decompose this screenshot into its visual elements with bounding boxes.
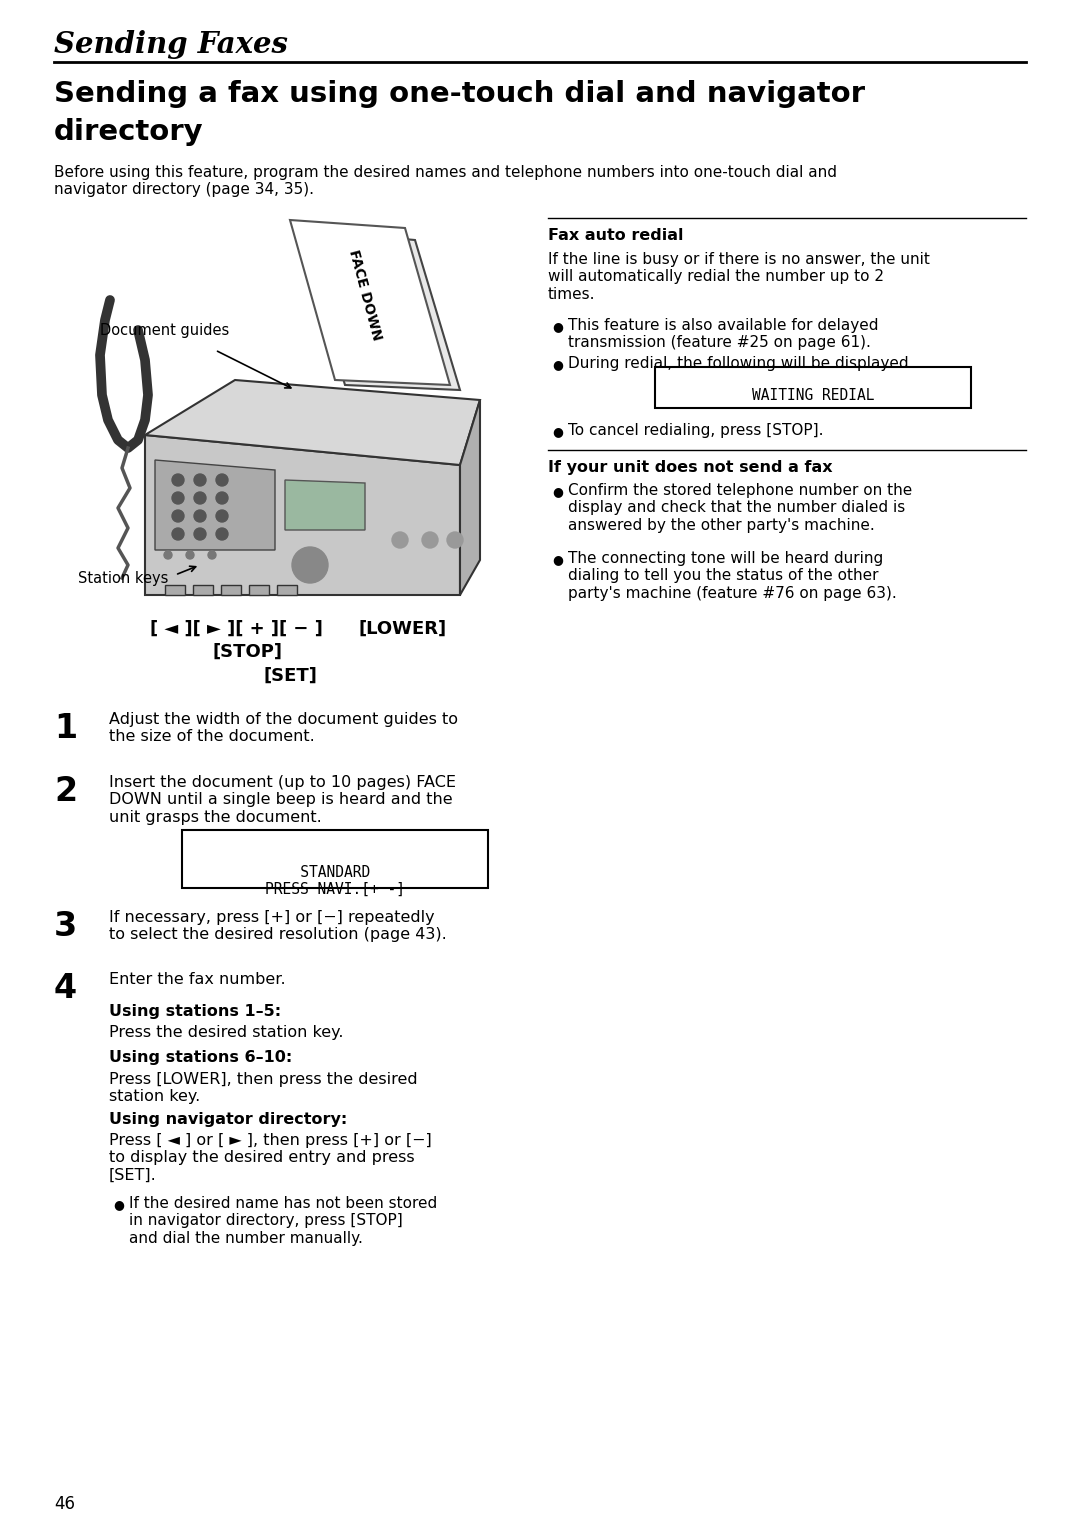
Text: STANDARD: STANDARD	[273, 865, 396, 881]
Text: Using navigator directory:: Using navigator directory:	[109, 1112, 348, 1128]
Text: 3: 3	[54, 909, 78, 943]
Text: Adjust the width of the document guides to
the size of the document.: Adjust the width of the document guides …	[109, 713, 458, 745]
Circle shape	[422, 533, 438, 548]
Polygon shape	[291, 220, 450, 385]
Text: 4: 4	[54, 972, 77, 1006]
Circle shape	[186, 551, 194, 559]
Text: Sending Faxes: Sending Faxes	[54, 31, 288, 60]
Text: Station keys: Station keys	[78, 571, 168, 586]
Text: Press [LOWER], then press the desired
station key.: Press [LOWER], then press the desired st…	[109, 1071, 418, 1105]
Text: 46: 46	[54, 1495, 75, 1512]
Circle shape	[172, 510, 184, 522]
Text: [SET]: [SET]	[264, 667, 316, 685]
Text: During redial, the following will be displayed.: During redial, the following will be dis…	[568, 356, 914, 371]
Text: ●: ●	[552, 552, 563, 566]
Polygon shape	[300, 230, 460, 391]
Text: If your unit does not send a fax: If your unit does not send a fax	[548, 459, 833, 475]
Text: FACE DOWN: FACE DOWN	[346, 249, 383, 342]
FancyBboxPatch shape	[249, 584, 269, 595]
Text: Press the desired station key.: Press the desired station key.	[109, 1025, 343, 1041]
Text: directory: directory	[54, 118, 204, 146]
Polygon shape	[145, 435, 460, 595]
Text: Confirm the stored telephone number on the
display and check that the number dia: Confirm the stored telephone number on t…	[568, 484, 913, 533]
Text: Using stations 6–10:: Using stations 6–10:	[109, 1050, 293, 1065]
Text: Enter the fax number.: Enter the fax number.	[109, 972, 285, 987]
Text: ●: ●	[552, 485, 563, 497]
Text: ●: ●	[552, 320, 563, 333]
Polygon shape	[460, 400, 480, 595]
FancyBboxPatch shape	[221, 584, 241, 595]
Text: [LOWER]: [LOWER]	[357, 620, 446, 638]
Text: [ ◄ ][ ► ][ + ][ − ]: [ ◄ ][ ► ][ + ][ − ]	[150, 620, 323, 638]
Text: ●: ●	[552, 359, 563, 371]
FancyBboxPatch shape	[276, 584, 297, 595]
Text: Insert the document (up to 10 pages) FACE
DOWN until a single beep is heard and : Insert the document (up to 10 pages) FAC…	[109, 775, 456, 824]
Text: Press [ ◄ ] or [ ► ], then press [+] or [−]
to display the desired entry and pre: Press [ ◄ ] or [ ► ], then press [+] or …	[109, 1132, 432, 1183]
Text: Sending a fax using one-touch dial and navigator: Sending a fax using one-touch dial and n…	[54, 79, 865, 108]
Polygon shape	[156, 459, 275, 549]
Circle shape	[172, 475, 184, 485]
Text: Before using this feature, program the desired names and telephone numbers into : Before using this feature, program the d…	[54, 165, 837, 197]
Circle shape	[447, 533, 463, 548]
Circle shape	[194, 528, 206, 540]
Circle shape	[216, 528, 228, 540]
FancyBboxPatch shape	[183, 830, 488, 888]
Text: Document guides: Document guides	[100, 322, 229, 337]
Text: 2: 2	[54, 775, 77, 807]
Text: 1: 1	[54, 713, 77, 745]
Text: ●: ●	[552, 426, 563, 438]
Circle shape	[216, 475, 228, 485]
FancyBboxPatch shape	[193, 584, 213, 595]
Polygon shape	[285, 481, 365, 530]
Text: If the line is busy or if there is no answer, the unit
will automatically redial: If the line is busy or if there is no an…	[548, 252, 930, 302]
Circle shape	[172, 528, 184, 540]
Text: If necessary, press [+] or [−] repeatedly
to select the desired resolution (page: If necessary, press [+] or [−] repeatedl…	[109, 909, 447, 943]
Text: Fax auto redial: Fax auto redial	[548, 227, 684, 243]
Polygon shape	[145, 380, 480, 465]
Circle shape	[216, 491, 228, 504]
Text: ●: ●	[113, 1198, 124, 1212]
Circle shape	[172, 491, 184, 504]
Circle shape	[194, 491, 206, 504]
Circle shape	[216, 510, 228, 522]
Text: [STOP]: [STOP]	[213, 642, 283, 661]
Circle shape	[194, 510, 206, 522]
Text: PRESS NAVI.[+ -]: PRESS NAVI.[+ -]	[265, 882, 405, 897]
FancyBboxPatch shape	[165, 584, 185, 595]
Circle shape	[292, 546, 328, 583]
Text: To cancel redialing, press [STOP].: To cancel redialing, press [STOP].	[568, 423, 824, 438]
FancyBboxPatch shape	[654, 366, 971, 407]
Text: The connecting tone will be heard during
dialing to tell you the status of the o: The connecting tone will be heard during…	[568, 551, 896, 601]
Text: This feature is also available for delayed
transmission (feature #25 on page 61): This feature is also available for delay…	[568, 317, 878, 351]
Text: If the desired name has not been stored
in navigator directory, press [STOP]
and: If the desired name has not been stored …	[129, 1196, 437, 1245]
Text: Using stations 1–5:: Using stations 1–5:	[109, 1004, 281, 1019]
Circle shape	[194, 475, 206, 485]
Text: WAITING REDIAL: WAITING REDIAL	[752, 388, 874, 403]
Circle shape	[392, 533, 408, 548]
Circle shape	[208, 551, 216, 559]
Circle shape	[164, 551, 172, 559]
